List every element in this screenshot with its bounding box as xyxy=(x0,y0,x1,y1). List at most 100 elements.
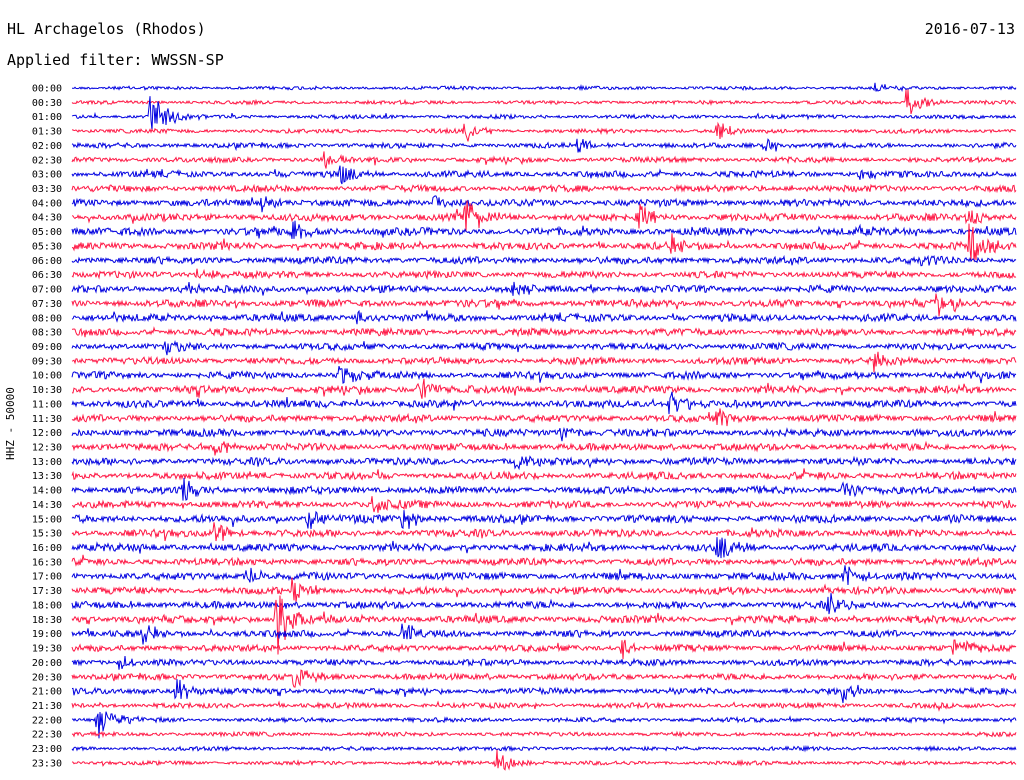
row-tick-label: 17:00 xyxy=(32,572,62,583)
trace-row xyxy=(72,82,1017,93)
trace-row xyxy=(72,121,1017,142)
trace-row xyxy=(71,281,1017,296)
filter-label: Applied filter: WWSSN-SP xyxy=(7,51,224,69)
trace-row xyxy=(71,391,1017,415)
trace-row xyxy=(71,656,1017,670)
trace-row xyxy=(71,468,1017,481)
row-tick-label: 01:00 xyxy=(32,112,62,123)
trace-row xyxy=(71,711,1017,739)
row-tick-label: 08:30 xyxy=(32,328,62,339)
trace-row xyxy=(71,151,1017,169)
row-tick-label: 22:00 xyxy=(32,715,62,726)
row-tick-label: 12:00 xyxy=(32,428,62,439)
trace-row xyxy=(71,595,1017,655)
row-tick-label: 03:30 xyxy=(32,184,62,195)
row-tick-label: 21:00 xyxy=(32,687,62,698)
trace-row xyxy=(71,522,1017,542)
row-tick-label: 17:30 xyxy=(32,586,62,597)
row-tick-label: 04:00 xyxy=(32,198,62,209)
row-tick-label: 16:00 xyxy=(32,543,62,554)
row-tick-label: 11:30 xyxy=(32,414,62,425)
row-tick-label: 23:30 xyxy=(32,758,62,769)
trace-row xyxy=(71,326,1017,338)
row-tick-label: 20:00 xyxy=(32,658,62,669)
trace-row xyxy=(71,138,1017,153)
row-tick-label: 00:30 xyxy=(32,98,62,109)
row-tick-label: 13:30 xyxy=(32,471,62,482)
row-tick-label: 11:00 xyxy=(32,399,62,410)
row-tick-label: 01:30 xyxy=(32,127,62,138)
trace-row xyxy=(71,254,1017,267)
station-title: HL Archagelos (Rhodos) xyxy=(7,20,206,38)
trace-row xyxy=(71,623,1017,645)
row-tick-label: 20:30 xyxy=(32,672,62,683)
row-tick-label: 02:00 xyxy=(32,141,62,152)
trace-row xyxy=(71,223,1017,262)
trace-row xyxy=(71,565,1017,586)
trace-row xyxy=(71,200,1017,233)
trace-row xyxy=(72,378,1017,399)
trace-row xyxy=(71,220,1017,239)
row-tick-label: 13:00 xyxy=(32,457,62,468)
seismogram-traces xyxy=(71,82,1017,771)
row-tick-label: 06:00 xyxy=(32,256,62,267)
row-tick-label: 22:30 xyxy=(32,730,62,741)
trace-row xyxy=(71,669,1017,688)
row-tick-label: 18:00 xyxy=(32,600,62,611)
row-tick-label: 10:30 xyxy=(32,385,62,396)
row-tick-label: 05:00 xyxy=(32,227,62,238)
row-tick-label: 07:30 xyxy=(32,299,62,310)
trace-row xyxy=(71,309,1017,325)
row-tick-label: 16:30 xyxy=(32,557,62,568)
row-tick-label: 23:00 xyxy=(32,744,62,755)
trace-row xyxy=(71,510,1017,530)
trace-row xyxy=(71,365,1017,384)
row-tick-label: 15:30 xyxy=(32,529,62,540)
row-tick-label: 06:30 xyxy=(32,270,62,281)
trace-row xyxy=(71,408,1017,427)
row-tick-label: 12:30 xyxy=(32,443,62,454)
trace-row xyxy=(71,268,1017,280)
row-tick-label: 21:30 xyxy=(32,701,62,712)
trace-row xyxy=(71,293,1017,317)
trace-row xyxy=(71,679,1017,704)
trace-row xyxy=(71,537,1017,559)
row-tick-label: 14:30 xyxy=(32,500,62,511)
row-tick-label: 14:00 xyxy=(32,486,62,497)
trace-row xyxy=(71,749,1017,771)
row-tick-label: 07:00 xyxy=(32,285,62,296)
date-label: 2016-07-13 xyxy=(924,20,1015,38)
trace-row xyxy=(71,96,1017,131)
trace-row xyxy=(71,554,1017,568)
trace-row xyxy=(71,593,1017,615)
row-tick-label: 19:30 xyxy=(32,644,62,655)
trace-row xyxy=(71,89,1017,115)
row-tick-label: 03:00 xyxy=(32,170,62,181)
row-tick-label: 08:00 xyxy=(32,313,62,324)
row-tick-label: 09:30 xyxy=(32,356,62,367)
trace-row xyxy=(71,427,1017,442)
trace-row xyxy=(71,639,1017,660)
trace-row xyxy=(71,339,1017,356)
trace-row xyxy=(71,440,1017,456)
row-tick-label: 02:30 xyxy=(32,155,62,166)
row-tick-label: 10:00 xyxy=(32,371,62,382)
trace-row xyxy=(71,165,1017,185)
trace-row xyxy=(71,577,1017,603)
row-tick-labels: 00:00 00:30 01:00 01:30 02:00 02:30 03:00 03:30… xyxy=(32,84,62,770)
trace-row xyxy=(71,195,1017,213)
trace-row xyxy=(71,183,1017,194)
row-tick-label: 00:00 xyxy=(32,84,62,95)
row-tick-label: 15:00 xyxy=(32,514,62,525)
row-tick-label: 09:00 xyxy=(32,342,62,353)
trace-row xyxy=(72,496,1017,513)
trace-row xyxy=(71,744,1017,753)
trace-row xyxy=(71,477,1017,501)
trace-row xyxy=(71,351,1017,373)
row-tick-label: 18:30 xyxy=(32,615,62,626)
row-tick-label: 05:30 xyxy=(32,241,62,252)
trace-row xyxy=(71,700,1017,712)
trace-row xyxy=(71,455,1017,471)
row-tick-label: 19:00 xyxy=(32,629,62,640)
